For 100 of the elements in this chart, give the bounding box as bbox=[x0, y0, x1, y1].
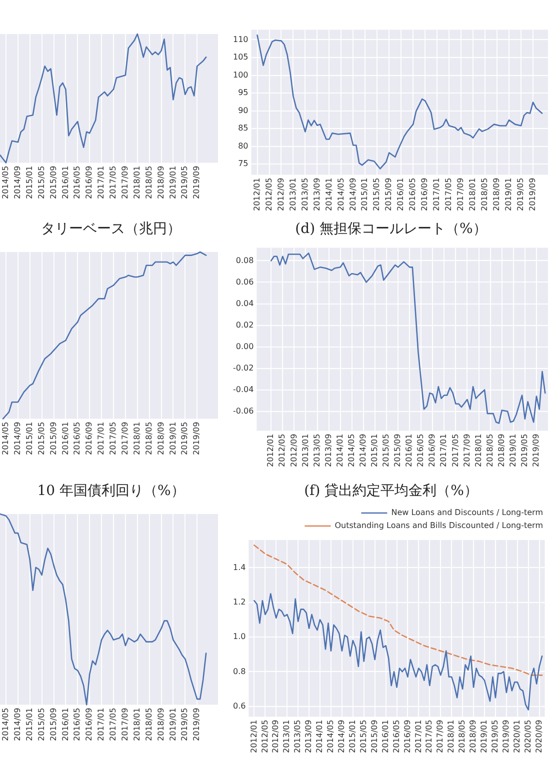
x-tick-label: 2018/01 bbox=[468, 178, 478, 211]
x-tick-label: 2017/09 bbox=[120, 708, 130, 741]
y-tick-label: 80 bbox=[238, 141, 248, 150]
x-tick-label: 2015/01 bbox=[370, 434, 380, 467]
x-tick-label: 2012/09 bbox=[271, 720, 280, 753]
x-tick-label: 2013/09 bbox=[324, 434, 333, 467]
x-tick-label: 2018/05 bbox=[485, 434, 494, 467]
x-tick-label: 2014/01 bbox=[335, 434, 344, 467]
y-tick-label: 90 bbox=[238, 106, 248, 115]
x-tick-label: 2018/01 bbox=[446, 720, 456, 753]
x-tick-label: 2018/01 bbox=[132, 166, 142, 199]
x-tick-label: 2012/01 bbox=[252, 178, 262, 211]
x-tick-label: 2012/05 bbox=[260, 720, 270, 753]
x-tick-label: 2017/05 bbox=[444, 178, 454, 211]
x-tick-label: 2016/05 bbox=[72, 422, 82, 455]
x-tick-label: 2019/05 bbox=[490, 720, 500, 753]
x-tick-label: 2018/09 bbox=[468, 720, 478, 753]
y-tick-label: 0.08 bbox=[236, 256, 254, 265]
x-tick-label: 2015/05 bbox=[36, 708, 46, 741]
x-tick-label: 2020/01 bbox=[512, 720, 522, 753]
x-tick-label: 2017/05 bbox=[108, 422, 118, 455]
x-tick-label: 2016/09 bbox=[84, 422, 94, 455]
x-tick-label: 2015/05 bbox=[372, 178, 382, 211]
x-tick-label: 2018/05 bbox=[144, 166, 154, 199]
x-tick-label: 2016/05 bbox=[408, 178, 418, 211]
x-tick-label: 2016/05 bbox=[72, 166, 82, 199]
chart-title: 10 年国債利回り（%） bbox=[36, 482, 186, 501]
legend-label: New Loans and Discounts / Long-term bbox=[391, 508, 544, 518]
x-tick-label: 2019/01 bbox=[168, 422, 178, 455]
x-tick-label: 2019/05 bbox=[180, 708, 190, 741]
x-tick-label: 2020/09 bbox=[534, 720, 544, 753]
x-tick-label: 2015/01 bbox=[360, 178, 370, 211]
x-tick-label: 2019/09 bbox=[528, 178, 538, 211]
x-tick-label: 2016/01 bbox=[60, 708, 70, 741]
x-tick-label: 2016/09 bbox=[402, 720, 412, 753]
x-tick-label: 2017/09 bbox=[462, 434, 472, 467]
x-tick-label: 2016/09 bbox=[84, 708, 94, 741]
x-tick-label: 2019/05 bbox=[516, 178, 526, 211]
x-tick-label: 2015/05 bbox=[36, 166, 46, 199]
x-tick-label: 2015/01 bbox=[24, 166, 34, 199]
x-tick-label: 2017/01 bbox=[96, 708, 106, 741]
x-tick-label: 2018/01 bbox=[132, 708, 142, 741]
x-tick-label: 2016/05 bbox=[72, 708, 82, 741]
x-tick-label: 2017/01 bbox=[96, 166, 106, 199]
x-tick-label: 2016/09 bbox=[428, 434, 437, 467]
y-tick-label: 95 bbox=[238, 88, 248, 98]
x-tick-label: 2017/05 bbox=[108, 166, 118, 199]
x-tick-label: 2019/09 bbox=[192, 708, 202, 741]
y-tick-label: 75 bbox=[238, 159, 248, 168]
x-tick-label: 2017/01 bbox=[432, 178, 442, 211]
x-tick-label: 2016/01 bbox=[396, 178, 406, 211]
x-tick-label: 2017/09 bbox=[456, 178, 466, 211]
y-tick-label: 0.04 bbox=[236, 298, 254, 308]
y-tick-label: 1.2 bbox=[232, 597, 246, 606]
x-tick-label: 2015/09 bbox=[48, 708, 58, 741]
x-tick-label: 2016/09 bbox=[84, 166, 94, 199]
chart-title: タリーベース（兆円） bbox=[40, 220, 182, 239]
x-tick-label: 2017/09 bbox=[120, 422, 130, 455]
x-tick-label: 2018/09 bbox=[492, 178, 502, 211]
x-tick-label: 2014/05 bbox=[336, 178, 346, 211]
x-tick-label: 2018/09 bbox=[156, 422, 166, 455]
x-tick-label: 2018/09 bbox=[496, 434, 506, 467]
y-tick-label: 1.4 bbox=[232, 562, 246, 572]
x-tick-label: 2015/09 bbox=[393, 434, 402, 467]
y-tick-label: 1.0 bbox=[232, 632, 246, 642]
x-tick-label: 2016/09 bbox=[420, 178, 430, 211]
x-tick-label: 2015/01 bbox=[24, 422, 34, 455]
x-tick-label: 2014/05 bbox=[1, 166, 10, 199]
x-tick-label: 2012/09 bbox=[289, 434, 298, 467]
x-tick-label: 2018/09 bbox=[156, 166, 166, 199]
x-tick-label: 2015/01 bbox=[348, 720, 357, 753]
x-tick-label: 2015/05 bbox=[382, 434, 391, 467]
x-tick-label: 2012/01 bbox=[249, 720, 258, 753]
x-tick-label: 2016/01 bbox=[380, 720, 390, 753]
x-tick-label: 2015/05 bbox=[358, 720, 368, 753]
y-tick-label: 85 bbox=[238, 124, 248, 133]
x-tick-label: 2019/09 bbox=[502, 720, 511, 753]
x-tick-label: 2018/05 bbox=[144, 708, 154, 741]
y-tick-label: 110 bbox=[232, 34, 248, 44]
x-tick-label: 2015/01 bbox=[24, 708, 34, 741]
x-tick-label: 2019/01 bbox=[168, 166, 178, 199]
x-tick-label: 2018/01 bbox=[474, 434, 483, 467]
x-tick-label: 2013/01 bbox=[282, 720, 292, 753]
x-tick-label: 2015/09 bbox=[48, 166, 58, 199]
x-tick-label: 2015/09 bbox=[48, 422, 58, 455]
x-tick-label: 2014/09 bbox=[348, 178, 358, 211]
x-tick-label: 2013/01 bbox=[300, 434, 310, 467]
y-tick-label: 0.8 bbox=[232, 666, 246, 676]
x-tick-label: 2014/09 bbox=[12, 166, 22, 199]
x-tick-label: 2017/05 bbox=[108, 708, 118, 741]
y-tick-label: 0.02 bbox=[236, 320, 254, 330]
x-tick-label: 2018/09 bbox=[156, 708, 166, 741]
x-tick-label: 2019/05 bbox=[180, 422, 190, 455]
x-tick-label: 2013/05 bbox=[293, 720, 302, 753]
y-tick-label: -0.02 bbox=[232, 363, 254, 372]
x-tick-label: 2017/09 bbox=[436, 720, 445, 753]
x-tick-label: 2016/01 bbox=[404, 434, 414, 467]
legend-label: Outstanding Loans and Bills Discounted / Long-term bbox=[334, 521, 544, 530]
x-tick-label: 2014/09 bbox=[358, 434, 368, 467]
x-tick-label: 2019/05 bbox=[520, 434, 530, 467]
